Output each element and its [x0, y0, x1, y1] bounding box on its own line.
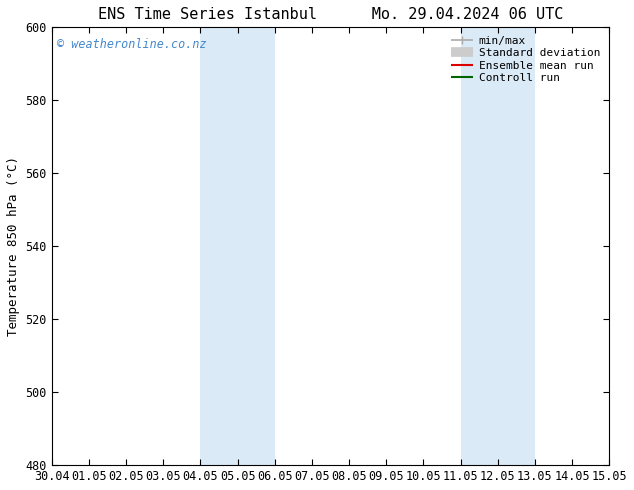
Legend: min/max, Standard deviation, Ensemble mean run, Controll run: min/max, Standard deviation, Ensemble me… — [448, 33, 604, 86]
Y-axis label: Temperature 850 hPa (°C): Temperature 850 hPa (°C) — [7, 156, 20, 336]
Title: ENS Time Series Istanbul      Mo. 29.04.2024 06 UTC: ENS Time Series Istanbul Mo. 29.04.2024 … — [98, 7, 563, 22]
Bar — [460, 27, 535, 465]
Bar — [200, 27, 275, 465]
Text: © weatheronline.co.nz: © weatheronline.co.nz — [57, 38, 207, 51]
